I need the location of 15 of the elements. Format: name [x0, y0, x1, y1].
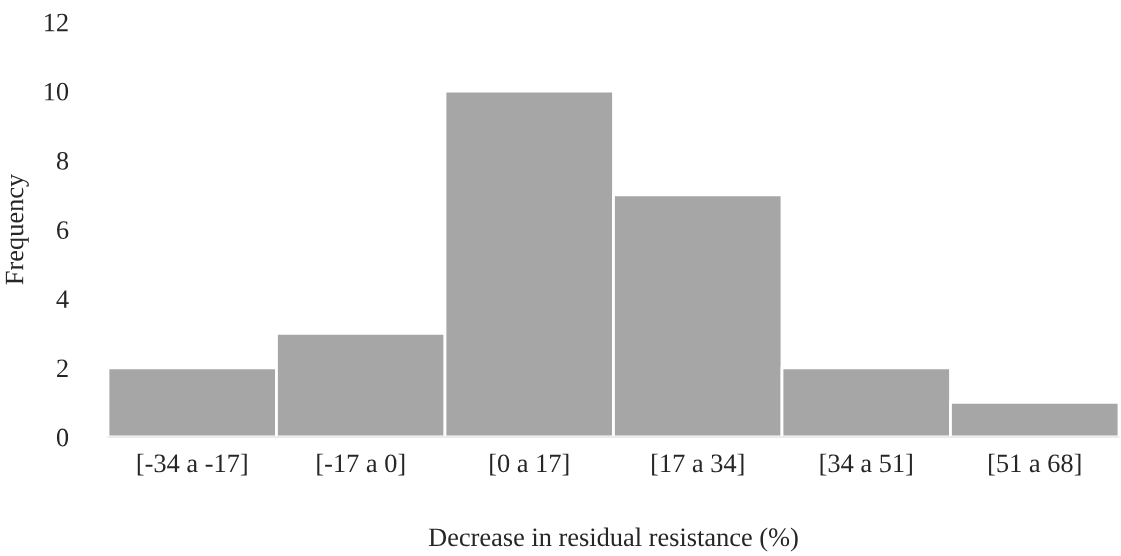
- x-axis-title: Decrease in residual resistance (%): [428, 527, 798, 552]
- y-tick-label: 4: [56, 290, 69, 308]
- y-tick-label: 10: [45, 82, 69, 101]
- x-tick-label: [34 a 51]: [820, 453, 912, 476]
- x-tick-label: [17 a 34]: [652, 453, 744, 476]
- y-axis-title: Frequency: [5, 173, 29, 285]
- y-tick-label: 8: [56, 151, 69, 170]
- y-tick-label: 12: [45, 13, 68, 32]
- y-tick-label: 0: [56, 428, 69, 447]
- x-tick-label: [-17 a 0]: [317, 453, 405, 476]
- x-tick-label: [-34 a -17]: [137, 453, 247, 476]
- x-tick-label: [51 a 68]: [989, 453, 1081, 476]
- y-tick-label: 6: [57, 221, 69, 239]
- y-tick-label: 2: [57, 359, 68, 377]
- x-tick-label: [0 a 17]: [490, 453, 569, 476]
